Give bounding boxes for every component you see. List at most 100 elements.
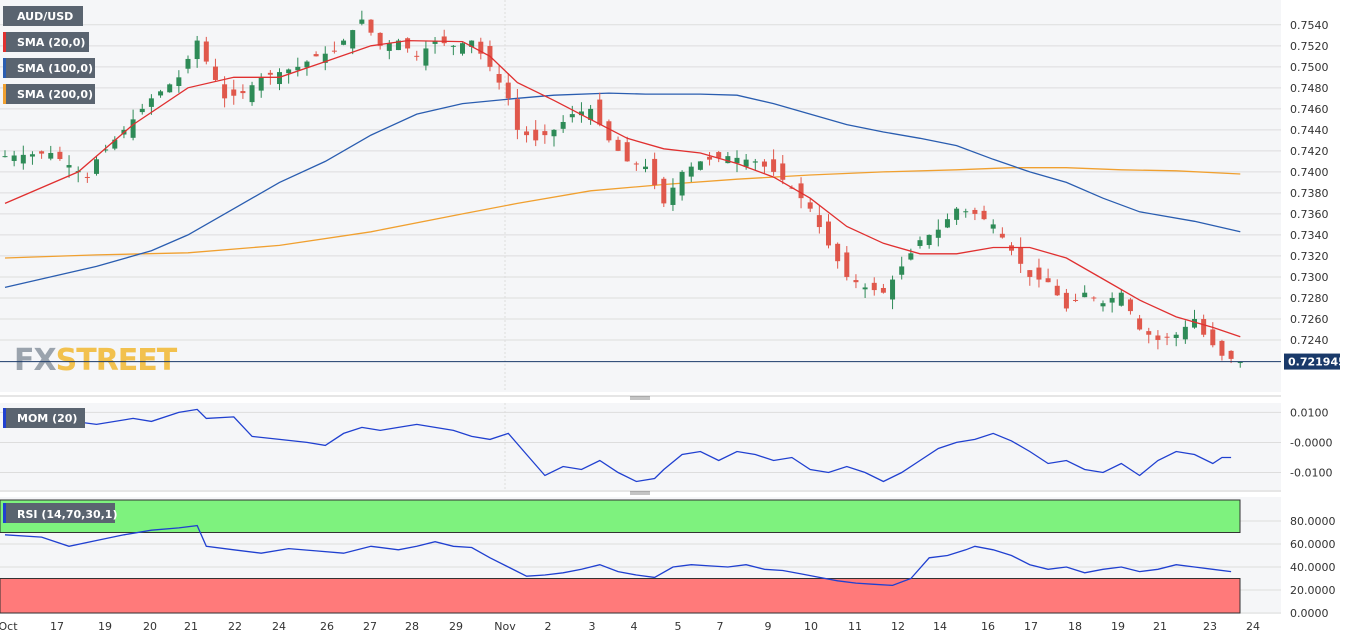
candle bbox=[844, 246, 850, 281]
candle-body bbox=[1164, 336, 1170, 338]
candle-body bbox=[972, 209, 978, 214]
candle bbox=[286, 68, 292, 84]
candle-body bbox=[322, 53, 328, 63]
candle-body bbox=[1201, 319, 1207, 335]
sma20-line bbox=[4, 39, 1241, 338]
candle bbox=[624, 136, 630, 162]
price-tick-label: 0.7500 bbox=[1290, 61, 1329, 74]
candle-body bbox=[999, 233, 1005, 238]
candle bbox=[926, 234, 932, 249]
candle bbox=[643, 158, 648, 173]
candle bbox=[231, 79, 237, 105]
candle-body bbox=[780, 163, 786, 180]
price-tick-label: 0.7540 bbox=[1290, 19, 1329, 32]
candle-body bbox=[560, 121, 566, 129]
candle bbox=[505, 73, 511, 106]
candle-body bbox=[670, 187, 676, 205]
candle-body bbox=[478, 41, 484, 54]
candle-body bbox=[222, 84, 228, 99]
price-legend-swatch bbox=[3, 58, 6, 78]
candle-body bbox=[652, 158, 658, 186]
candle-body bbox=[1155, 335, 1161, 340]
candle-body bbox=[1127, 299, 1133, 312]
candle-body bbox=[844, 252, 850, 277]
candle bbox=[688, 162, 694, 182]
candle-body bbox=[606, 121, 612, 141]
price-legend-label: SMA (200,0) bbox=[17, 88, 93, 101]
candle-body bbox=[194, 40, 200, 60]
candle-body bbox=[395, 40, 401, 51]
candle-body bbox=[935, 229, 941, 238]
candle-body bbox=[450, 45, 456, 47]
candle bbox=[331, 41, 337, 54]
current-price-value: 0.721945 bbox=[1288, 356, 1346, 369]
candle bbox=[313, 51, 319, 57]
candle bbox=[1137, 314, 1143, 331]
candle-body bbox=[954, 208, 960, 220]
candle bbox=[542, 124, 548, 144]
candle-body bbox=[313, 54, 319, 57]
candle-body bbox=[752, 161, 758, 163]
candle-body bbox=[807, 202, 813, 209]
candle bbox=[679, 170, 685, 201]
sma200-polyline bbox=[4, 167, 1241, 259]
candle bbox=[1210, 322, 1216, 348]
candle bbox=[899, 256, 905, 280]
candle-body bbox=[908, 253, 914, 260]
price-legend: AUD/USD SMA (20,0) SMA (100,0) SMA (200,0) bbox=[3, 6, 95, 104]
x-tick-label: 24 bbox=[1246, 620, 1260, 633]
candle-body bbox=[624, 142, 630, 162]
rsi-tick-label: 60.0000 bbox=[1290, 538, 1336, 551]
price-tick-label: 0.7340 bbox=[1290, 229, 1329, 242]
candle bbox=[880, 283, 886, 294]
x-tick-label: 21 bbox=[184, 620, 198, 633]
candle bbox=[57, 146, 63, 161]
candle-body bbox=[734, 157, 740, 164]
candle-body bbox=[1018, 247, 1024, 264]
candle-body bbox=[1027, 270, 1033, 277]
candle-body bbox=[414, 55, 420, 57]
candle-body bbox=[212, 66, 218, 80]
candle-body bbox=[853, 280, 859, 283]
candle bbox=[432, 37, 438, 54]
sma100-line bbox=[4, 92, 1241, 289]
candle bbox=[341, 38, 347, 46]
price-tick-label: 0.7460 bbox=[1290, 103, 1329, 116]
candle bbox=[981, 205, 987, 221]
rsi-legend: RSI (14,70,30,1) bbox=[3, 503, 117, 523]
candle bbox=[1018, 237, 1024, 273]
candle-body bbox=[139, 108, 145, 113]
candle bbox=[1228, 350, 1234, 364]
price-legend-swatch bbox=[3, 32, 6, 52]
candle-body bbox=[871, 282, 877, 291]
candle bbox=[1082, 285, 1088, 298]
candle-body bbox=[167, 84, 173, 93]
panel-resize-handle-1[interactable] bbox=[0, 395, 1281, 400]
price-tick-label: 0.7420 bbox=[1290, 145, 1329, 158]
price-tick-label: 0.7280 bbox=[1290, 292, 1329, 305]
fxstreet-watermark: FXSTREET bbox=[14, 343, 178, 378]
candle-body bbox=[679, 171, 685, 196]
candle bbox=[771, 149, 777, 176]
momentum-tick-label: 0.0100 bbox=[1290, 406, 1329, 419]
candle-body bbox=[432, 40, 438, 44]
x-tick-label: 3 bbox=[589, 620, 596, 633]
candle-body bbox=[597, 99, 603, 125]
x-tick-label: 18 bbox=[1068, 620, 1082, 633]
price-tick-label: 0.7480 bbox=[1290, 82, 1329, 95]
candle bbox=[1036, 258, 1042, 288]
momentum-line bbox=[4, 408, 1232, 483]
x-axis: Oct 17 19 20 21 22 24 26 27 28 29 Nov 2 3 4 5 7 9 10 11 12 14… bbox=[0, 620, 1260, 633]
candle bbox=[94, 156, 99, 176]
candle bbox=[450, 45, 456, 56]
candle bbox=[707, 152, 713, 166]
candle-body bbox=[350, 30, 356, 49]
candle bbox=[734, 150, 740, 173]
x-tick-label: 12 bbox=[891, 620, 905, 633]
candle bbox=[807, 198, 813, 213]
price-legend-swatch bbox=[3, 6, 6, 26]
panel-resize-handle-2[interactable] bbox=[0, 490, 1281, 495]
candle-body bbox=[48, 152, 54, 159]
candle-body bbox=[460, 43, 465, 54]
candle bbox=[597, 92, 603, 127]
